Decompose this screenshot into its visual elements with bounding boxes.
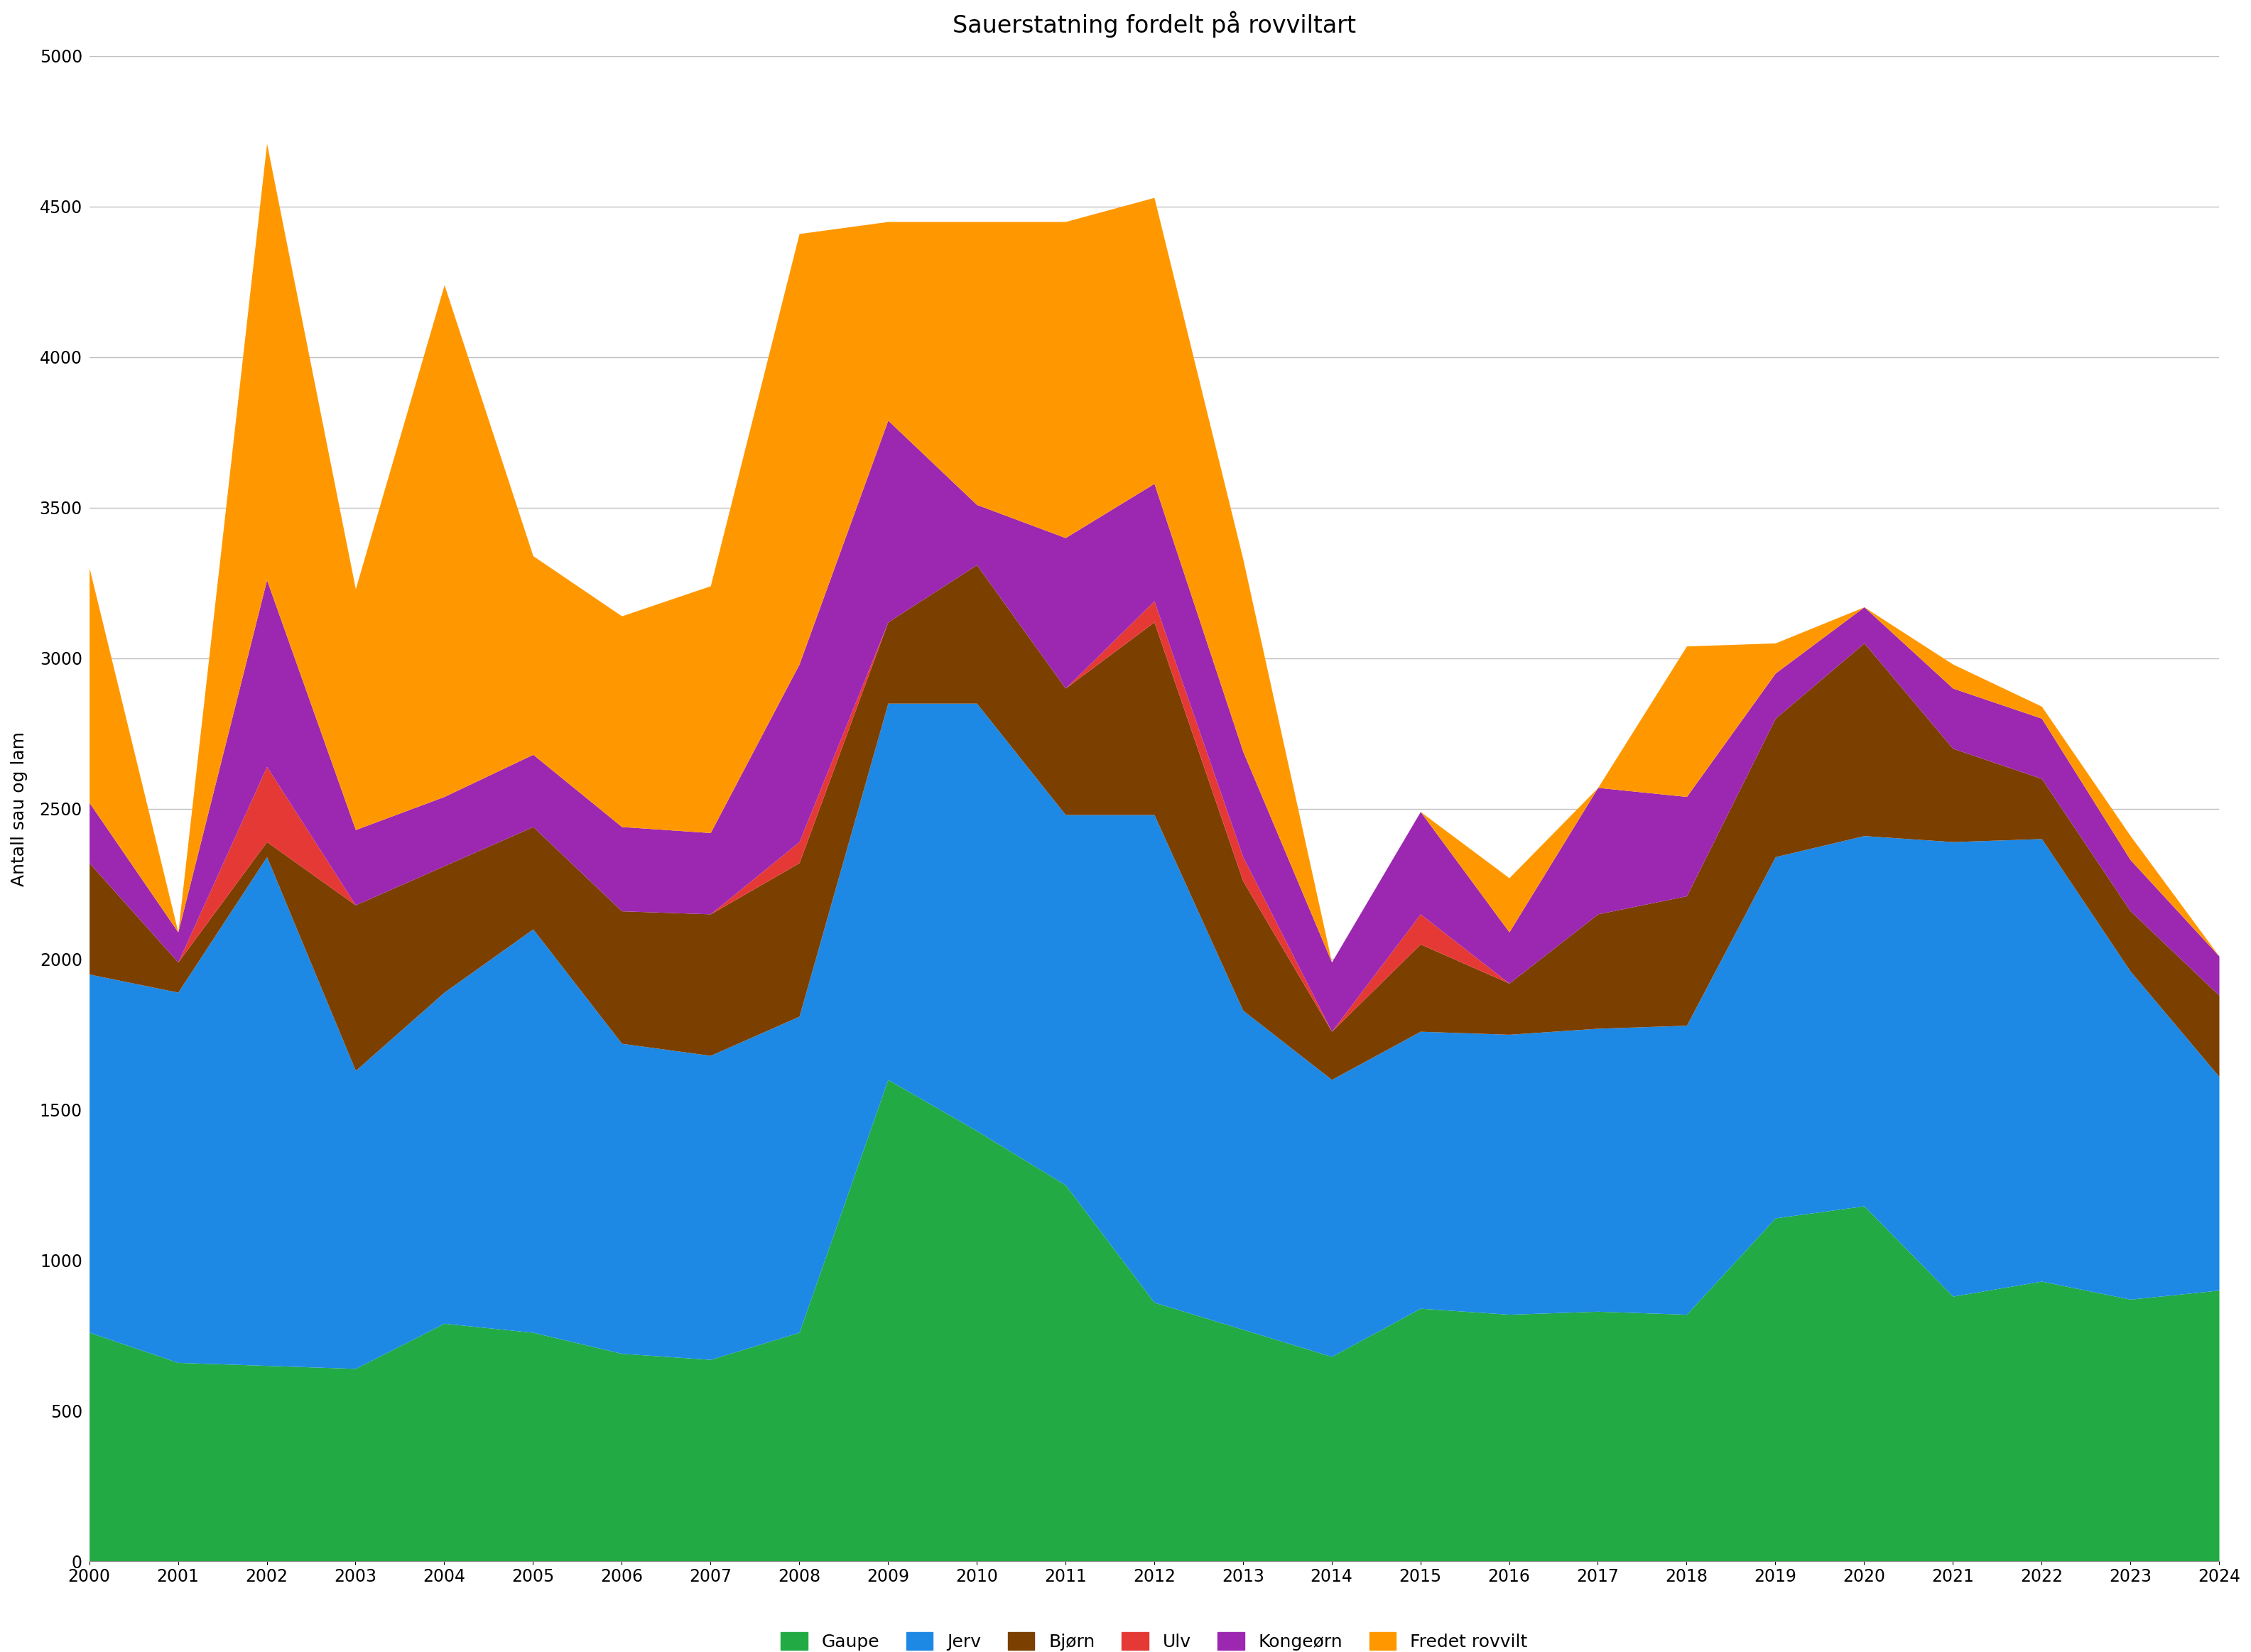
- Title: Sauerstatning fordelt på rovviltart: Sauerstatning fordelt på rovviltart: [952, 10, 1355, 38]
- Y-axis label: Antall sau og lam: Antall sau og lam: [11, 732, 27, 885]
- Legend: Gaupe, Jerv, Bjørn, Ulv, Kongeørn, Fredet rovvilt: Gaupe, Jerv, Bjørn, Ulv, Kongeørn, Frede…: [774, 1626, 1535, 1652]
